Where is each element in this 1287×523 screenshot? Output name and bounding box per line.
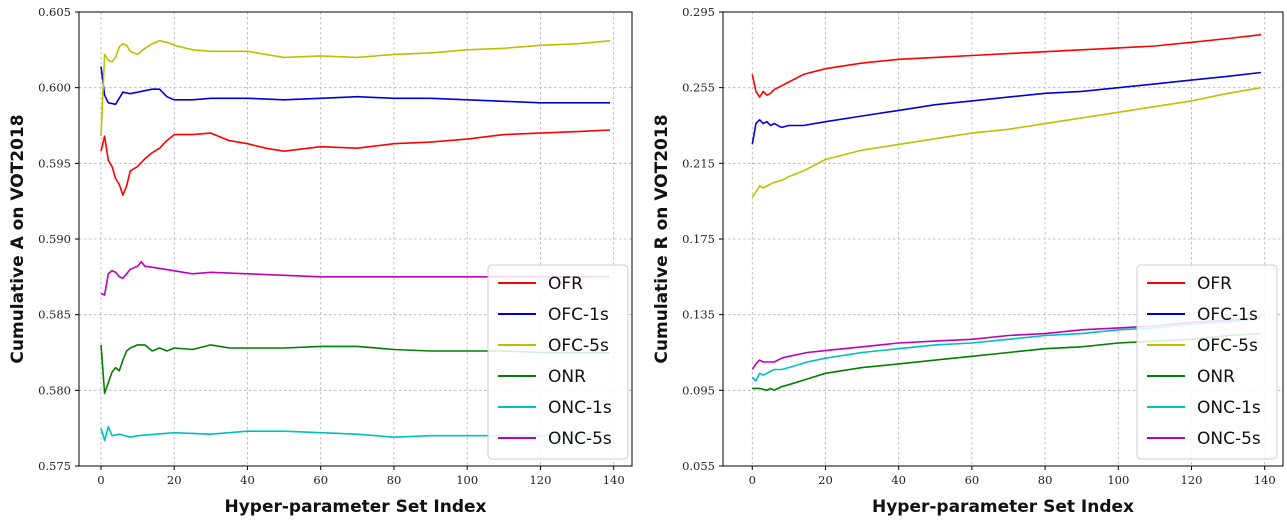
y-tick-label: 0.590 — [38, 232, 71, 246]
legend-label: ONC-1s — [548, 398, 612, 418]
series-line-onc-5s — [100, 260, 610, 296]
legend-label: OFC-5s — [548, 336, 609, 356]
x-tick-label: 140 — [1254, 473, 1276, 487]
series-line-ofc-5s — [751, 86, 1262, 198]
x-tick-label: 0 — [97, 473, 104, 487]
x-tick-label: 40 — [240, 473, 255, 487]
y-axis-title: Cumulative R on VOT2018 — [652, 114, 672, 363]
series-line-ofc-1s — [100, 66, 610, 106]
x-tick-label: 60 — [313, 473, 328, 487]
legend-label: ONR — [548, 367, 586, 387]
legend-label: OFR — [1197, 274, 1232, 294]
series-line-onr — [100, 344, 610, 395]
series-line-ofc-1s — [751, 71, 1262, 145]
legend-label: OFC-5s — [1197, 336, 1258, 356]
y-tick-label: 0.600 — [38, 81, 71, 95]
legend-label: ONC-5s — [1197, 429, 1261, 449]
y-tick-label: 0.580 — [38, 383, 71, 397]
y-tick-label: 0.605 — [38, 5, 71, 19]
x-tick-label: 120 — [1181, 473, 1203, 487]
legend-label: OFR — [548, 274, 583, 294]
x-tick-label: 100 — [1107, 473, 1129, 487]
y-tick-label: 0.255 — [682, 81, 715, 95]
x-tick-label: 60 — [965, 473, 980, 487]
x-tick-label: 140 — [603, 473, 625, 487]
y-tick-label: 0.295 — [682, 5, 715, 19]
y-tick-label: 0.585 — [38, 308, 71, 322]
y-tick-label: 0.575 — [38, 459, 71, 473]
legend-label: OFC-1s — [548, 305, 609, 325]
legend: OFR OFC-1s OFC-5s ONR ONC-1s ONC-5s — [487, 264, 629, 460]
x-axis-title: Hyper-parameter Set Index — [872, 497, 1134, 517]
x-tick-label: 80 — [1038, 473, 1053, 487]
x-tick-label: 80 — [387, 473, 402, 487]
legend-label: OFC-1s — [1197, 305, 1258, 325]
legend: OFR OFC-1s OFC-5s ONR ONC-1s ONC-5s — [1136, 264, 1278, 460]
x-tick-label: 100 — [456, 473, 478, 487]
y-axis-title: Cumulative A on VOT2018 — [8, 114, 28, 363]
y-tick-label: 0.215 — [682, 156, 715, 170]
chart-panel-1: 0 20 40 60 80 100 120 140 0.575 0.580 0.585 0.590 0.… — [8, 5, 633, 517]
x-tick-label: 120 — [529, 473, 551, 487]
x-axis-title: Hyper-parameter Set Index — [224, 497, 486, 517]
y-tick-label: 0.055 — [682, 459, 715, 473]
legend-label: ONC-1s — [1197, 398, 1261, 418]
legend-label: ONR — [1197, 367, 1235, 387]
series-line-ofr — [751, 33, 1262, 98]
x-tick-label: 40 — [891, 473, 906, 487]
y-tick-label: 0.095 — [682, 383, 715, 397]
series-line-ofc-5s — [100, 39, 611, 137]
x-tick-label: 20 — [167, 473, 182, 487]
x-tick-label: 0 — [749, 473, 756, 487]
y-tick-label: 0.135 — [682, 308, 715, 322]
x-tick-label: 20 — [818, 473, 833, 487]
y-tick-label: 0.175 — [682, 232, 715, 246]
legend-label: ONC-5s — [548, 429, 612, 449]
series-line-ofr — [100, 129, 611, 196]
chart-panel-2: 0 20 40 60 80 100 120 140 0.055 0.095 0.135 0.175 0.… — [652, 5, 1284, 517]
y-tick-label: 0.595 — [38, 156, 71, 170]
